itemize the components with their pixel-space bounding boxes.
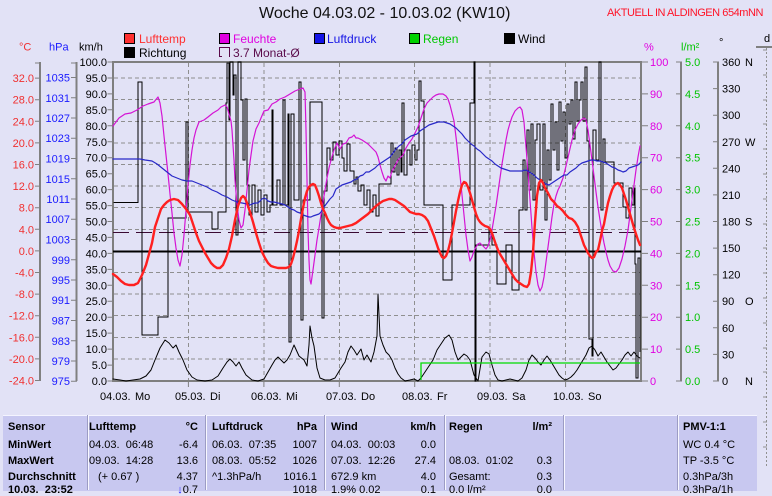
svg-text:-4.0: -4.0 [15,268,34,280]
svg-text:4.5: 4.5 [685,89,700,101]
svg-text:1003: 1003 [46,235,70,247]
svg-text:4.0: 4.0 [685,121,700,133]
svg-text:0: 0 [650,376,656,388]
svg-text:40.0: 40.0 [86,248,107,260]
svg-text:25.0: 25.0 [86,296,107,308]
svg-text:75.0: 75.0 [86,137,107,149]
svg-text:10: 10 [650,344,662,356]
svg-text:3.0: 3.0 [685,185,700,197]
svg-text:95.0: 95.0 [86,73,107,85]
svg-text:1023: 1023 [46,133,70,145]
svg-text:55.0: 55.0 [86,201,107,213]
svg-text:O: O [745,296,754,308]
svg-text:1035: 1035 [46,73,70,85]
svg-text:991: 991 [52,295,70,307]
svg-text:20.0: 20.0 [86,312,107,324]
svg-text:30: 30 [650,280,662,292]
svg-text:995: 995 [52,275,70,287]
svg-text:-24.0: -24.0 [9,376,34,388]
svg-text:5.0: 5.0 [92,360,107,372]
svg-text:100.0: 100.0 [79,57,107,69]
svg-text:16.0: 16.0 [13,160,34,172]
svg-text:-12.0: -12.0 [9,311,34,323]
svg-text:330: 330 [722,84,740,96]
svg-text:150: 150 [722,243,740,255]
svg-text:N: N [745,57,753,69]
svg-text:100: 100 [650,57,668,69]
svg-text:S: S [745,217,752,229]
svg-text:270: 270 [722,137,740,149]
svg-text:80.0: 80.0 [86,121,107,133]
svg-text:d: d [764,33,770,45]
svg-text:°: ° [719,37,723,49]
svg-text:0: 0 [722,376,728,388]
svg-text:30: 30 [722,349,734,361]
svg-text:%: % [644,42,654,54]
svg-text:0.0: 0.0 [685,376,700,388]
svg-text:-16.0: -16.0 [9,332,34,344]
svg-text:975: 975 [52,376,70,388]
svg-text:12.0: 12.0 [13,181,34,193]
svg-text:90: 90 [650,89,662,101]
svg-text:km/h: km/h [79,42,103,54]
svg-text:45.0: 45.0 [86,232,107,244]
svg-text:979: 979 [52,356,70,368]
svg-text:5.0: 5.0 [685,57,700,69]
svg-text:65.0: 65.0 [86,169,107,181]
svg-text:1027: 1027 [46,113,70,125]
svg-text:60: 60 [650,185,662,197]
svg-text:999: 999 [52,255,70,267]
svg-text:50.0: 50.0 [86,217,107,229]
svg-text:70.0: 70.0 [86,153,107,165]
svg-text:60: 60 [722,323,734,335]
svg-text:2.0: 2.0 [685,248,700,260]
svg-text:15.0: 15.0 [86,328,107,340]
svg-text:1.0: 1.0 [685,312,700,324]
svg-text:180: 180 [722,217,740,229]
svg-text:300: 300 [722,110,740,122]
svg-text:3.5: 3.5 [685,153,700,165]
svg-text:20: 20 [650,312,662,324]
svg-text:N: N [745,376,753,388]
svg-text:20.0: 20.0 [13,138,34,150]
svg-text:0.0: 0.0 [92,376,107,388]
svg-text:°C: °C [19,42,31,54]
svg-text:l/m²: l/m² [681,42,700,54]
svg-text:40: 40 [650,248,662,260]
svg-text:210: 210 [722,190,740,202]
svg-text:28.0: 28.0 [13,95,34,107]
svg-text:1019: 1019 [46,154,70,166]
svg-text:30.0: 30.0 [86,280,107,292]
svg-text:1031: 1031 [46,93,70,105]
svg-text:-20.0: -20.0 [9,354,34,366]
svg-text:1011: 1011 [46,194,70,206]
svg-text:32.0: 32.0 [13,73,34,85]
svg-text:24.0: 24.0 [13,116,34,128]
svg-text:70: 70 [650,153,662,165]
svg-text:983: 983 [52,336,70,348]
svg-text:0.0: 0.0 [19,246,34,258]
svg-text:hPa: hPa [49,42,69,54]
svg-text:1015: 1015 [46,174,70,186]
svg-text:120: 120 [722,270,740,282]
svg-text:90: 90 [722,296,734,308]
svg-text:360: 360 [722,57,740,69]
svg-text:4.0: 4.0 [19,224,34,236]
svg-text:987: 987 [52,316,70,328]
svg-text:240: 240 [722,163,740,175]
svg-text:85.0: 85.0 [86,105,107,117]
svg-text:35.0: 35.0 [86,264,107,276]
svg-text:1007: 1007 [46,214,70,226]
svg-text:50: 50 [650,217,662,229]
svg-text:10.0: 10.0 [86,344,107,356]
svg-text:-8.0: -8.0 [15,289,34,301]
svg-text:1.5: 1.5 [685,280,700,292]
svg-text:60.0: 60.0 [86,185,107,197]
svg-text:0.5: 0.5 [685,344,700,356]
svg-text:90.0: 90.0 [86,89,107,101]
svg-text:2.5: 2.5 [685,217,700,229]
svg-text:W: W [745,137,756,149]
svg-text:8.0: 8.0 [19,203,34,215]
svg-text:80: 80 [650,121,662,133]
